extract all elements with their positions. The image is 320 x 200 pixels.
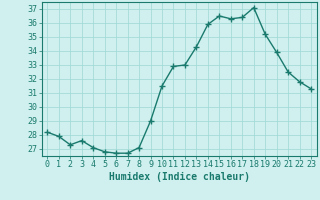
X-axis label: Humidex (Indice chaleur): Humidex (Indice chaleur) <box>109 172 250 182</box>
